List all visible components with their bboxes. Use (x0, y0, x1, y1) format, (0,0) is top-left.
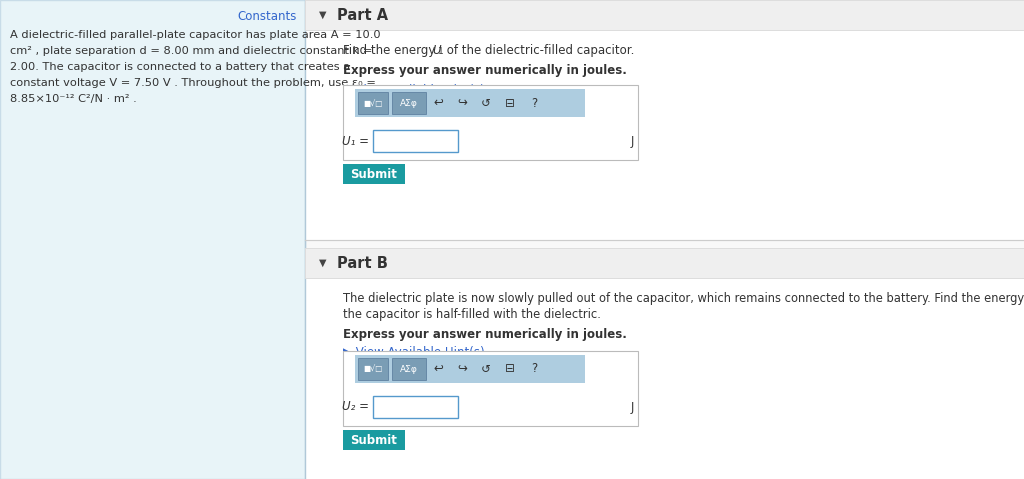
Text: ⊟: ⊟ (505, 363, 515, 376)
Text: AΣφ: AΣφ (400, 99, 418, 107)
Text: ↩: ↩ (433, 96, 443, 110)
Bar (358, 358, 388, 380)
Text: the capacitor is half-filled with the dielectric.: the capacitor is half-filled with the di… (343, 308, 601, 321)
Text: 8.85×10⁻¹² C²/N · m² .: 8.85×10⁻¹² C²/N · m² . (10, 94, 137, 104)
Text: cm² , plate separation d = 8.00 mm and dielectric constant k =: cm² , plate separation d = 8.00 mm and d… (10, 46, 373, 56)
Text: The dielectric plate is now slowly pulled out of the capacitor, which remains co: The dielectric plate is now slowly pulle… (343, 292, 1024, 305)
Text: AΣφ: AΣφ (400, 365, 418, 374)
Text: ▶ View Available Hint(s): ▶ View Available Hint(s) (343, 84, 484, 97)
Bar (343, 164, 406, 184)
Text: Part A: Part A (337, 8, 388, 23)
Bar (343, 85, 638, 160)
Text: ⊟: ⊟ (505, 96, 515, 110)
Text: Submit: Submit (350, 168, 397, 181)
Text: U₂ =: U₂ = (342, 400, 369, 413)
Text: ↺: ↺ (481, 96, 490, 110)
Text: of the dielectric-filled capacitor.: of the dielectric-filled capacitor. (443, 44, 635, 57)
Text: ■√□: ■√□ (364, 99, 383, 107)
Text: ▶ View Available Hint(s): ▶ View Available Hint(s) (343, 346, 484, 359)
Bar (373, 130, 458, 152)
Text: Express your answer numerically in joules.: Express your answer numerically in joule… (343, 64, 627, 77)
Bar (392, 92, 426, 114)
Bar (305, 0, 1024, 479)
Text: ?: ? (530, 363, 538, 376)
Bar (373, 396, 458, 418)
Text: J: J (631, 400, 634, 413)
Bar (355, 89, 585, 117)
Text: A dielectric-filled parallel-plate capacitor has plate area A = 10.0: A dielectric-filled parallel-plate capac… (10, 30, 381, 40)
Text: Find the energy: Find the energy (343, 44, 439, 57)
Bar (343, 430, 406, 450)
Text: ↩: ↩ (433, 363, 443, 376)
Bar (305, 248, 1024, 278)
Text: ↪: ↪ (457, 363, 467, 376)
Text: Part B: Part B (337, 255, 388, 271)
Text: constant voltage V = 7.50 V . Throughout the problem, use ε₀ =: constant voltage V = 7.50 V . Throughout… (10, 78, 376, 88)
Bar (305, 0, 1024, 30)
Bar (355, 355, 585, 383)
Bar (305, 30, 1024, 240)
Bar (0, 0, 305, 479)
Bar (305, 278, 1024, 479)
Bar (343, 351, 638, 426)
Text: 2.00. The capacitor is connected to a battery that creates a: 2.00. The capacitor is connected to a ba… (10, 62, 350, 72)
Text: U₁ =: U₁ = (342, 135, 369, 148)
Text: ↪: ↪ (457, 96, 467, 110)
Text: ↺: ↺ (481, 363, 490, 376)
Text: ?: ? (530, 96, 538, 110)
Text: ▼: ▼ (319, 10, 327, 20)
Text: ■√□: ■√□ (364, 365, 383, 374)
Text: Express your answer numerically in joules.: Express your answer numerically in joule… (343, 328, 627, 341)
Bar (358, 92, 388, 114)
Text: ▼: ▼ (319, 258, 327, 268)
Text: 1: 1 (438, 47, 443, 56)
Text: Submit: Submit (350, 433, 397, 446)
Bar (392, 358, 426, 380)
Text: J: J (631, 135, 634, 148)
Text: U: U (432, 44, 440, 57)
Text: Constants: Constants (238, 10, 297, 23)
